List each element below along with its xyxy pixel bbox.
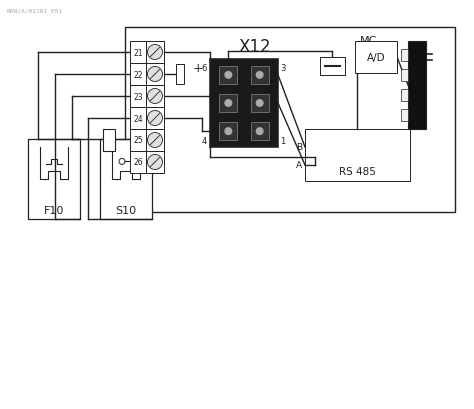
Text: A/D: A/D (367, 53, 385, 63)
Text: A: A (296, 161, 302, 170)
Bar (251, 123, 269, 141)
Text: 6: 6 (201, 64, 207, 73)
Text: 23: 23 (133, 92, 143, 101)
Circle shape (224, 100, 232, 108)
Text: 4: 4 (202, 137, 207, 146)
Circle shape (255, 72, 264, 80)
Circle shape (147, 67, 163, 82)
Circle shape (255, 100, 264, 108)
Text: B: B (296, 143, 302, 152)
Bar (408, 42, 426, 130)
Text: 26: 26 (133, 158, 143, 167)
Bar (100, 139, 152, 220)
Bar (401, 50, 408, 62)
Text: 1: 1 (280, 137, 285, 146)
Bar (146, 108, 164, 130)
Text: 21: 21 (133, 48, 143, 57)
Bar (130, 130, 146, 152)
Circle shape (147, 89, 163, 104)
Circle shape (255, 128, 264, 136)
Text: F10: F10 (44, 205, 64, 216)
Circle shape (147, 111, 163, 126)
Bar (146, 42, 164, 64)
Bar (176, 65, 184, 85)
Circle shape (224, 128, 232, 136)
Bar (401, 90, 408, 102)
Text: +: + (193, 61, 203, 74)
Bar (130, 42, 146, 64)
Bar (219, 123, 237, 141)
Text: 22: 22 (133, 70, 143, 79)
Bar (130, 64, 146, 86)
Bar (401, 110, 408, 122)
Bar (125, 28, 455, 213)
Text: 3: 3 (280, 64, 285, 73)
Text: X12: X12 (239, 38, 271, 56)
Bar (210, 60, 278, 148)
Text: BAN/A/01161_E01: BAN/A/01161_E01 (6, 8, 62, 13)
Text: MC: MC (360, 36, 377, 46)
Bar (251, 67, 269, 85)
Text: 24: 24 (133, 114, 143, 123)
Bar (146, 130, 164, 152)
Circle shape (147, 133, 163, 148)
Bar (401, 70, 408, 82)
Bar (130, 108, 146, 130)
Circle shape (147, 155, 163, 170)
Bar (219, 67, 237, 85)
Bar (146, 64, 164, 86)
Text: RS 485: RS 485 (339, 166, 376, 177)
Bar (355, 42, 397, 74)
Bar (219, 95, 237, 113)
Bar (251, 95, 269, 113)
Bar (146, 152, 164, 173)
Bar (103, 130, 115, 152)
Circle shape (224, 72, 232, 80)
Bar (130, 86, 146, 108)
Bar (130, 152, 146, 173)
Bar (28, 139, 80, 220)
Text: 25: 25 (133, 136, 143, 145)
Bar (305, 130, 410, 182)
Bar (146, 86, 164, 108)
Bar (320, 58, 345, 76)
Circle shape (119, 159, 125, 165)
Circle shape (147, 45, 163, 61)
Text: S10: S10 (116, 205, 137, 216)
